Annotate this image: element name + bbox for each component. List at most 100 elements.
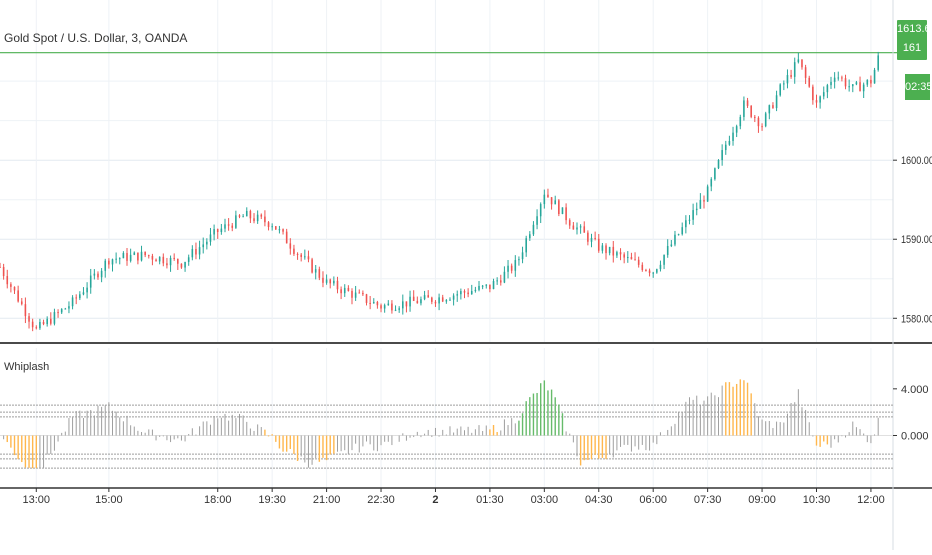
candle-body-up	[521, 252, 524, 260]
candle-body-down	[216, 229, 219, 232]
candle-body-up	[699, 200, 702, 209]
candle-body-up	[822, 92, 825, 97]
candle-body-up	[394, 309, 397, 311]
candle-body-down	[750, 105, 752, 117]
candle-body-up	[53, 312, 56, 324]
candle-body-up	[46, 318, 48, 325]
candle-body-down	[249, 210, 252, 219]
candle-body-down	[293, 248, 295, 254]
time-tick-label: 04:30	[585, 494, 613, 506]
candle-body-up	[354, 292, 357, 298]
candle-body-down	[463, 291, 466, 293]
candle-body-down	[50, 318, 52, 324]
candle-body-up	[579, 226, 582, 228]
candle-body-up	[768, 105, 771, 114]
candle-body-down	[227, 224, 230, 226]
candle-body-up	[133, 252, 136, 255]
candle-body-down	[289, 243, 292, 249]
candle-body-down	[499, 280, 502, 283]
candle-body-up	[779, 84, 782, 96]
candle-body-up	[529, 234, 531, 239]
candle-body-up	[692, 210, 694, 220]
candle-body-up	[325, 279, 328, 283]
candle-body-down	[253, 218, 255, 222]
candle-body-down	[568, 220, 571, 226]
candle-body-up	[797, 59, 800, 63]
time-tick-label: 15:00	[95, 494, 123, 506]
candle-body-down	[550, 197, 553, 205]
candle-body-up	[826, 85, 829, 93]
candle-body-down	[340, 289, 342, 294]
candle-body-down	[630, 257, 633, 260]
time-tick-label: 13:00	[23, 494, 51, 506]
candle-body-up	[717, 160, 720, 169]
candle-body-up	[470, 291, 473, 295]
candle-body-down	[20, 301, 23, 305]
candle-body-up	[616, 252, 618, 256]
candle-body-down	[97, 273, 99, 278]
candle-body-up	[855, 82, 858, 85]
candle-body-down	[801, 59, 803, 68]
candle-body-down	[144, 251, 146, 256]
candle-body-up	[714, 168, 716, 180]
candle-body-up	[735, 126, 738, 133]
candle-body-down	[812, 86, 814, 101]
candle-body-down	[757, 117, 760, 127]
candle-body-up	[438, 297, 440, 304]
candle-body-up	[86, 287, 88, 293]
indicator-title[interactable]: Whiplash	[4, 361, 50, 373]
candle-body-down	[859, 82, 861, 92]
candle-body-up	[213, 229, 215, 235]
candle-body-down	[597, 238, 600, 251]
candle-body-down	[35, 327, 38, 329]
candle-body-up	[833, 77, 836, 82]
candle-body-up	[659, 264, 662, 270]
candle-body-down	[260, 214, 263, 217]
candle-body-down	[231, 225, 234, 228]
candle-body-up	[674, 234, 676, 245]
candle-body-down	[282, 229, 284, 232]
time-tick-label: 18:00	[204, 494, 232, 506]
candle-body-down	[347, 287, 350, 291]
candle-body-down	[808, 77, 811, 87]
candle-body-down	[558, 200, 560, 215]
candle-body-down	[336, 280, 339, 290]
candle-body-up	[786, 75, 789, 84]
candle-body-up	[122, 253, 125, 259]
candle-body-up	[449, 299, 451, 301]
candle-body-up	[670, 244, 673, 247]
candle-body-up	[423, 295, 426, 300]
time-tick-label: 12:00	[857, 494, 885, 506]
candle-body-down	[619, 252, 622, 255]
candle-body-up	[278, 229, 281, 231]
candle-body-up	[532, 224, 535, 235]
candle-body-up	[554, 200, 557, 205]
candle-body-up	[245, 210, 248, 217]
candle-body-down	[434, 301, 437, 304]
candle-body-up	[710, 179, 713, 187]
candle-body-down	[587, 232, 589, 242]
candle-body-down	[412, 296, 415, 301]
candle-body-up	[685, 220, 687, 228]
candle-body-down	[761, 126, 763, 128]
candle-body-up	[118, 258, 121, 260]
candle-body-up	[398, 308, 400, 310]
bar-countdown: 02:35	[905, 74, 932, 100]
candle-body-up	[652, 272, 654, 274]
candle-body-up	[64, 308, 67, 310]
candle-body-down	[75, 297, 78, 299]
candle-body-down	[42, 322, 45, 325]
candle-body-up	[129, 254, 132, 261]
candle-body-down	[815, 100, 818, 103]
price-tick-label: 1600.000	[901, 155, 932, 167]
candle-body-up	[372, 302, 375, 304]
symbol-title[interactable]: Gold Spot / U.S. Dollar, 3, OANDA	[4, 31, 188, 45]
candle-body-down	[431, 297, 433, 302]
candle-body-down	[623, 254, 625, 258]
candle-body-down	[754, 116, 756, 118]
candle-body-up	[209, 234, 212, 242]
candle-body-down	[6, 276, 9, 285]
candle-body-down	[10, 284, 12, 287]
